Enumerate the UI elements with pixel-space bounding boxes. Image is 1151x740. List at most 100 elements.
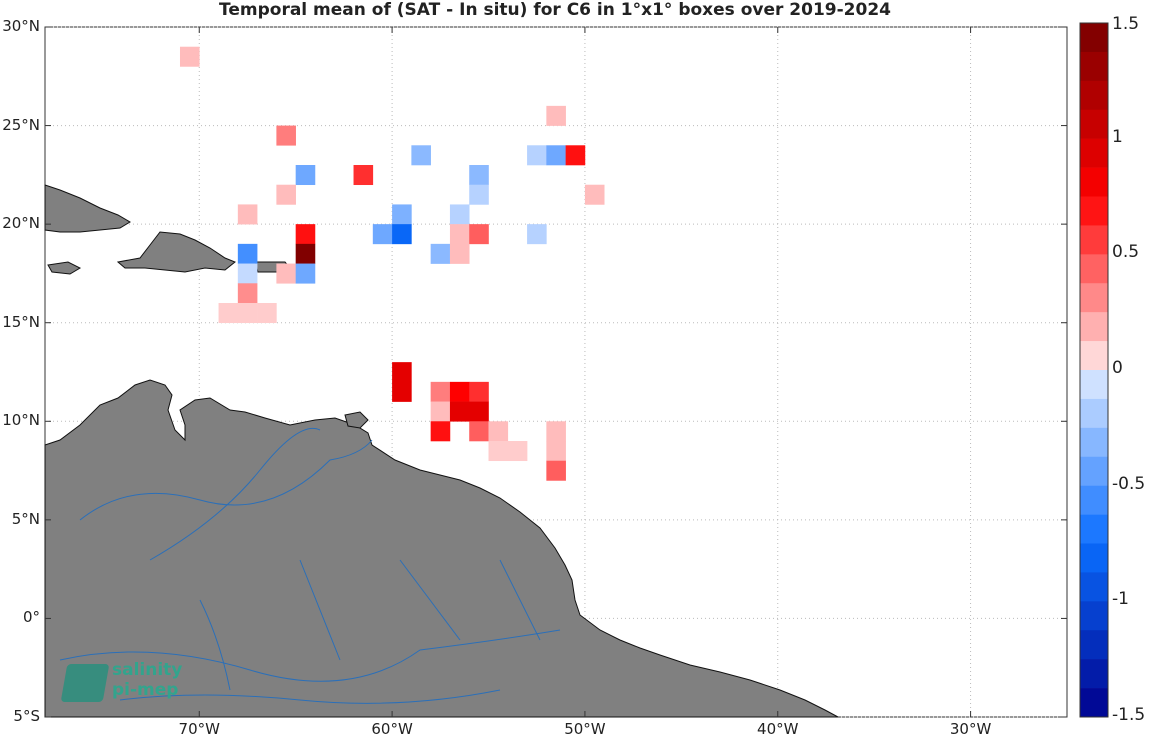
heatmap-cell [392, 204, 412, 225]
colorbar-block [1080, 312, 1108, 342]
heatmap-cell [430, 381, 451, 402]
chart-title: Temporal mean of (SAT - In situ) for C6 … [219, 0, 891, 20]
colorbar-block [1080, 225, 1108, 255]
colorbar-block [1080, 601, 1108, 631]
colorbar-block [1080, 23, 1108, 53]
lon-tick-label: 50°W [564, 720, 606, 738]
hispaniola-island [116, 231, 236, 273]
heatmap-cell [507, 441, 528, 462]
colorbar-block [1080, 370, 1108, 400]
colorbar-block [1080, 254, 1108, 284]
heatmap-cell [295, 243, 316, 264]
heatmap-cell [546, 421, 566, 442]
rivers [59, 427, 561, 704]
lat-tick-label: 25°N [2, 115, 40, 134]
lon-tick-label: 30°W [949, 720, 992, 738]
heatmap-cell [237, 243, 258, 264]
lat-tick-label: 10°N [2, 411, 40, 430]
heatmap-cell [430, 401, 451, 422]
colorbar-block [1080, 341, 1108, 371]
heatmap-cell [469, 421, 489, 442]
colorbar-block [1080, 138, 1108, 168]
colorbar-tick-label: -0.5 [1112, 473, 1146, 494]
lat-tick-label: 5°N [11, 509, 40, 528]
heatmap-cell [295, 263, 316, 284]
logo-mark-icon [60, 664, 110, 702]
heatmap-cell [584, 184, 605, 205]
lon-tick-label: 40°W [757, 720, 799, 738]
heatmap-cell [411, 145, 431, 166]
heatmap-cell [372, 224, 393, 245]
heatmap-cell [469, 224, 489, 245]
lat-tick-label: 30°N [2, 17, 40, 35]
land-mass [44, 184, 839, 718]
colorbar-block [1080, 456, 1108, 486]
heatmap-cell [449, 204, 470, 225]
colorbar-tick-label: -1.5 [1112, 705, 1146, 725]
colorbar-tick-label: 0 [1112, 358, 1123, 378]
colorbar-block [1080, 51, 1108, 82]
heatmap-cell [469, 165, 489, 186]
heatmap-cell [469, 184, 489, 205]
heatmap-cell [237, 263, 258, 284]
heatmap-cell [237, 303, 258, 324]
colorbar-block [1080, 572, 1108, 602]
logo-text-line1: salinity [112, 660, 183, 680]
heatmap-cell [469, 401, 489, 422]
heatmap-cell [276, 125, 296, 146]
heatmap-cell [276, 184, 296, 205]
colorbar-block [1080, 514, 1108, 544]
heatmap-cell [546, 145, 566, 166]
colorbar-block [1080, 398, 1108, 429]
lat-tick-label: 20°N [2, 214, 40, 233]
heatmap-cell [430, 421, 451, 442]
salinity-pimep-logo: salinity pi-mep [60, 660, 204, 704]
lat-tick-label: 0° [22, 608, 40, 627]
axis-ticks [45, 26, 1067, 718]
jamaica-island [47, 261, 82, 275]
lat-tick-label: 15°N [2, 312, 40, 331]
heatmap-cell [237, 204, 258, 225]
cuba-island [44, 184, 131, 233]
colorbar-frame [1079, 22, 1109, 718]
heatmap-cell [527, 145, 547, 166]
colorbar-tick-label: 1.5 [1112, 14, 1140, 34]
heatmap-cell [449, 224, 470, 245]
heatmap-cell [179, 46, 200, 67]
heatmap-cell [295, 224, 316, 245]
heatmap-cell [295, 165, 316, 186]
colorbar-block [1080, 283, 1108, 313]
heatmap-cell [237, 283, 258, 304]
lon-tick-label: 70°W [178, 720, 220, 738]
heatmap-cell [527, 224, 547, 245]
heatmap-cell [218, 303, 239, 324]
heatmap-cells [179, 46, 605, 481]
heatmap-cell [546, 460, 566, 481]
heatmap-cell [449, 381, 470, 402]
colorbar-block [1080, 427, 1108, 458]
colorbar-tick-label: -1 [1112, 589, 1129, 610]
colorbar-blocks [1080, 23, 1108, 718]
heatmap-cell [469, 381, 489, 402]
colorbar-block [1080, 688, 1108, 718]
heatmap-cell [392, 362, 412, 383]
colorbar-tick-label: 0.5 [1112, 242, 1140, 263]
heatmap-cell [353, 165, 374, 186]
heatmap-cell [276, 263, 296, 284]
heatmap-cell [488, 441, 509, 462]
heatmap-cell [257, 303, 277, 324]
heatmap-cell [546, 105, 566, 126]
colorbar-block [1080, 167, 1108, 197]
heatmap-cell [449, 243, 470, 264]
heatmap-cell [449, 401, 470, 422]
lat-tick-label: 5°S [13, 707, 40, 725]
colorbar-block [1080, 109, 1108, 139]
colorbar-block [1080, 80, 1108, 111]
trinidad-island [344, 411, 369, 429]
colorbar-block [1080, 659, 1108, 689]
heatmap-cell [392, 224, 412, 245]
lon-tick-label: 60°W [371, 720, 413, 738]
south-america-land [44, 379, 839, 718]
